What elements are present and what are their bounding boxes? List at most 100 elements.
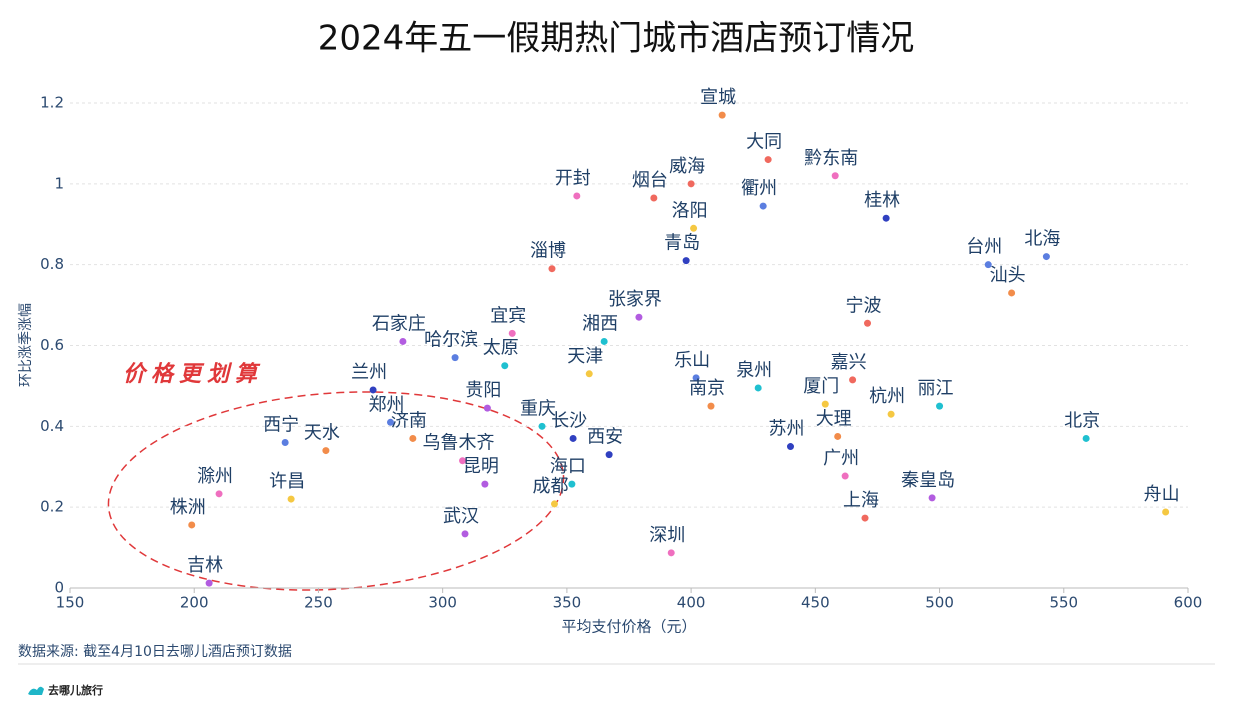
point-label: 烟台 bbox=[632, 170, 668, 191]
point bbox=[882, 214, 890, 222]
point bbox=[386, 418, 394, 426]
point bbox=[786, 443, 794, 451]
point-label: 济南 bbox=[391, 410, 427, 431]
point-label: 哈尔滨 bbox=[424, 330, 478, 351]
point-label: 大理 bbox=[816, 408, 852, 429]
point bbox=[569, 434, 577, 442]
point bbox=[188, 521, 196, 529]
point-label: 大同 bbox=[746, 132, 782, 153]
point-label: 乐山 bbox=[674, 350, 710, 371]
y-tick-label: 1 bbox=[54, 174, 64, 192]
point-label: 黔东南 bbox=[804, 148, 858, 169]
point-label: 宜宾 bbox=[490, 305, 526, 326]
x-tick-label: 150 bbox=[56, 594, 85, 612]
point-label: 海口 bbox=[550, 456, 586, 477]
y-tick-label: 0.2 bbox=[40, 498, 64, 516]
point-label: 苏州 bbox=[768, 419, 804, 440]
point-label: 重庆 bbox=[520, 398, 556, 419]
point bbox=[548, 265, 556, 273]
point bbox=[585, 370, 593, 378]
point-label: 汕头 bbox=[990, 265, 1026, 286]
point-label: 宁波 bbox=[846, 295, 882, 316]
point bbox=[849, 376, 857, 384]
point bbox=[568, 480, 576, 488]
point-label: 武汉 bbox=[443, 506, 479, 527]
y-tick-label: 0.6 bbox=[40, 336, 64, 354]
point-label: 台州 bbox=[966, 237, 1002, 258]
y-axis-label: 环比涨季涨幅 bbox=[18, 303, 34, 387]
point bbox=[322, 447, 330, 455]
point bbox=[834, 432, 842, 440]
point bbox=[667, 549, 675, 557]
chart-title: 2024年五一假期热门城市酒店预订情况 bbox=[318, 19, 915, 59]
x-tick-label: 400 bbox=[677, 594, 706, 612]
point-label: 滁州 bbox=[197, 466, 233, 487]
point-label: 贵阳 bbox=[465, 380, 501, 401]
point-label: 西安 bbox=[587, 427, 623, 448]
point-label: 乌鲁木齐 bbox=[423, 433, 495, 454]
point bbox=[1042, 253, 1050, 261]
point bbox=[821, 400, 829, 408]
point bbox=[399, 337, 407, 345]
point bbox=[508, 329, 516, 337]
point-label: 郑州 bbox=[368, 394, 404, 415]
point bbox=[369, 386, 377, 394]
point bbox=[887, 410, 895, 418]
x-tick-label: 350 bbox=[553, 594, 582, 612]
point-label: 许昌 bbox=[269, 471, 305, 492]
point bbox=[483, 404, 491, 412]
y-tick-label: 0.4 bbox=[40, 417, 64, 435]
source-note: 数据来源: 截至4月10日去哪儿酒店预订数据 bbox=[18, 644, 292, 660]
point bbox=[861, 514, 869, 522]
point bbox=[864, 319, 872, 327]
point bbox=[501, 362, 509, 370]
y-tick-label: 0 bbox=[54, 579, 64, 597]
point bbox=[281, 439, 289, 446]
point-label: 西宁 bbox=[263, 415, 299, 436]
point bbox=[754, 384, 762, 392]
brand-logo bbox=[28, 686, 44, 695]
x-tick-label: 450 bbox=[801, 594, 830, 612]
point bbox=[550, 500, 558, 508]
point bbox=[831, 172, 839, 180]
point-label: 昆明 bbox=[463, 456, 499, 477]
point-label: 兰州 bbox=[351, 362, 387, 383]
point-label: 嘉兴 bbox=[831, 352, 867, 373]
point-label: 衢州 bbox=[741, 178, 777, 199]
x-axis-label: 平均支付价格（元） bbox=[561, 618, 696, 636]
y-tick-label: 0.8 bbox=[40, 255, 64, 273]
point bbox=[692, 374, 700, 382]
point-label: 天津 bbox=[567, 346, 603, 367]
point-label: 丽江 bbox=[918, 378, 954, 399]
point bbox=[841, 472, 849, 480]
x-tick-label: 600 bbox=[1174, 594, 1203, 612]
point bbox=[690, 224, 698, 232]
point-label: 桂林 bbox=[864, 190, 900, 211]
point bbox=[687, 180, 695, 188]
point-label: 淄博 bbox=[530, 241, 566, 262]
x-tick-label: 550 bbox=[1049, 594, 1078, 612]
point-label: 深圳 bbox=[649, 525, 685, 546]
point bbox=[718, 111, 726, 119]
point bbox=[573, 192, 581, 200]
point bbox=[650, 194, 658, 202]
y-tick-label: 1.2 bbox=[40, 94, 64, 112]
point bbox=[1162, 508, 1170, 516]
brand-name: 去哪儿旅行 bbox=[48, 683, 103, 697]
point bbox=[287, 495, 295, 503]
x-tick-label: 500 bbox=[925, 594, 954, 612]
point-label: 成都 bbox=[532, 476, 568, 497]
point-label: 湘西 bbox=[582, 313, 618, 334]
point-label: 北京 bbox=[1064, 410, 1100, 431]
point-label: 洛阳 bbox=[672, 200, 708, 221]
point bbox=[461, 530, 469, 538]
point-label: 厦门 bbox=[803, 376, 839, 397]
point-label: 南京 bbox=[689, 378, 725, 399]
point-label: 广州 bbox=[823, 448, 859, 469]
point-label: 上海 bbox=[843, 490, 879, 511]
x-tick-label: 300 bbox=[428, 594, 457, 612]
point bbox=[936, 402, 944, 410]
x-tick-label: 200 bbox=[180, 594, 209, 612]
x-tick-label: 250 bbox=[304, 594, 333, 612]
